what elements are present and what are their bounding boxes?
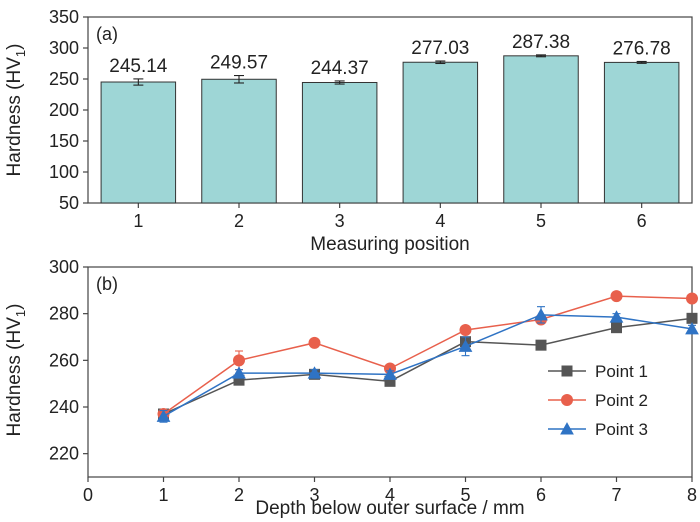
marker-s1-6 [535,339,547,351]
marker-s3-1 [156,409,171,422]
panel-tag-a: (a) [96,24,118,44]
bar-5 [503,55,579,204]
y-axis-label-a-sub: 1 [13,50,28,57]
panel-tag-b: (b) [96,274,118,294]
bar-2 [201,78,277,204]
y-tick-label-a-6: 350 [49,7,79,27]
y-tick-label-a-4: 250 [49,69,79,89]
y-tick-label-a-5: 300 [49,38,79,58]
y-tick-label-b-4: 300 [49,257,79,277]
marker-s3-6 [534,307,548,321]
y-tick-label-b-2: 260 [49,350,79,370]
marker-s1-8 [686,312,698,324]
y-tick-label-a-1: 100 [49,162,79,182]
marker-s3-2 [232,366,246,379]
marker-s1-7 [611,322,622,334]
marker-s2-2 [233,354,245,367]
y-axis-label-b: Hardness (HV1) [4,304,28,437]
x-tick-label-b-1: 1 [158,485,168,505]
x-tick-label-b-8: 8 [687,485,697,505]
value-label-3: 244.37 [311,58,369,79]
x-ticks-b: 0 1 2 3 4 5 6 7 8 [83,477,697,505]
error-bar-a-6 [636,60,647,64]
value-label-4: 277.03 [411,38,469,59]
marker-s2-5 [459,324,472,336]
marker-s1-2 [233,374,245,386]
value-label-1: 245.14 [109,56,168,77]
bar-6 [603,61,680,204]
bar-1 [100,81,177,204]
y-tick-label-b-0: 220 [49,444,79,464]
marker-s2-8 [686,292,698,305]
x-ticks-a: 1 2 3 4 5 6 [133,203,647,231]
x-tick-label-b-0: 0 [83,485,93,505]
legend-label-1: Point 1 [595,362,648,381]
marker-s3-7 [609,310,624,323]
y-tick-label-b-1: 240 [49,397,79,417]
series-b [156,290,699,423]
legend-marker-1 [561,365,573,377]
x-tick-label-a-4: 5 [536,211,546,231]
error-bar-a-2 [234,74,244,84]
bar-chart-panel-a: (a) Hardness (HV1) Measuring position 50… [4,7,693,255]
x-tick-label-b-5: 5 [460,485,470,505]
y-ticks-a: 50 100 150 200 250 300 350 [49,7,88,213]
legend-marker-3 [560,422,574,435]
legend-b: Point 1 Point 2 Point 3 [548,362,648,439]
x-tick-label-a-2: 3 [335,211,345,231]
y-axis-label-a-end: ) [4,44,25,50]
bar-3 [301,81,378,204]
x-axis-label-b: Depth below outer surface / mm [255,498,524,519]
x-tick-label-b-2: 2 [234,485,244,505]
x-axis-label-a: Measuring position [310,234,469,255]
y-tick-label-a-3: 200 [49,100,79,120]
bars-a: 245.14 249.57 244.37 277.03 287.38 276.78 [100,32,680,204]
line-chart-panel-b: (b) Hardness (HV1) Depth below outer sur… [4,257,699,519]
marker-s3-5 [458,339,473,352]
value-label-6: 276.78 [613,38,671,59]
y-tick-label-a-2: 150 [49,131,79,151]
x-tick-label-a-3: 4 [435,211,445,231]
series-line-3 [163,314,693,417]
legend-label-3: Point 3 [595,420,648,439]
plot-frame-a [87,16,693,204]
y-tick-label-b-3: 280 [49,304,79,324]
x-tick-label-b-6: 6 [536,485,546,505]
x-tick-label-a-0: 1 [133,211,143,231]
error-bar-a-1 [133,78,144,86]
marker-s2-3 [308,336,321,349]
marker-s3-4 [383,367,397,380]
y-axis-label-b-end: ) [4,304,25,310]
value-label-5: 287.38 [512,32,570,53]
error-bar-a-3 [334,80,345,85]
y-tick-label-a-0: 50 [59,193,79,213]
value-label-2: 249.57 [210,53,268,74]
legend-marker-2 [561,394,573,406]
y-axis-label-a: Hardness (HV1) [4,44,28,177]
x-tick-label-b-3: 3 [309,485,319,505]
x-tick-label-b-7: 7 [611,485,621,505]
marker-s2-7 [610,290,623,303]
y-axis-label-b-main: Hardness (HV [4,317,25,437]
y-axis-label-a-main: Hardness (HV [4,57,25,177]
marker-s3-8 [685,321,699,335]
bar-4 [402,61,479,204]
error-bar-a-4 [435,60,446,65]
x-tick-label-a-1: 2 [234,211,244,231]
x-tick-label-a-5: 6 [637,211,647,231]
marker-s3-3 [307,366,322,379]
marker-s1-4 [384,375,396,387]
y-ticks-b: 220 240 260 280 300 [49,257,88,464]
x-tick-label-b-4: 4 [385,485,395,505]
series-line-2 [163,295,693,415]
series-3 [156,306,699,423]
y-axis-label-b-sub: 1 [13,310,28,317]
series-line-1 [163,317,693,415]
error-bar-a-5 [536,54,546,58]
legend-label-2: Point 2 [595,391,648,410]
